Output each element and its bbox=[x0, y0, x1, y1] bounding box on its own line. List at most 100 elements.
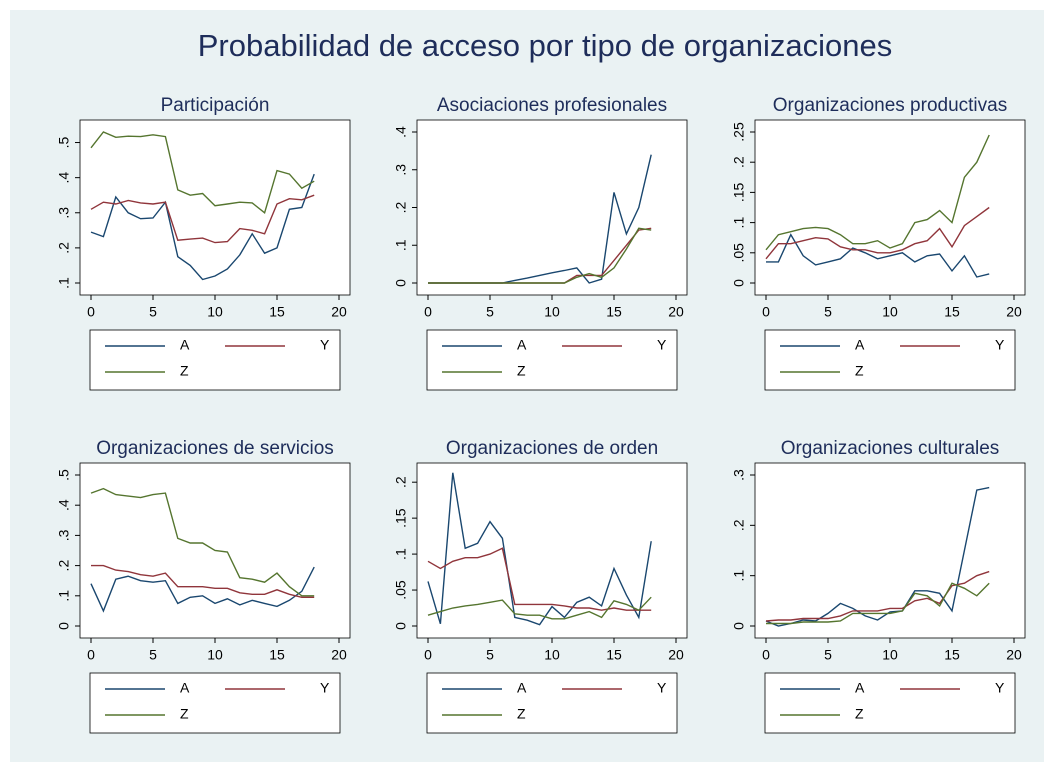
x-tick-label: 20 bbox=[668, 304, 684, 320]
x-tick-label: 0 bbox=[87, 647, 95, 663]
legend bbox=[426, 329, 678, 391]
x-tick-label: 0 bbox=[87, 304, 95, 320]
legend-label: A bbox=[180, 337, 190, 353]
legend-label: A bbox=[180, 680, 190, 696]
x-tick-label: 5 bbox=[824, 304, 832, 320]
series-line bbox=[90, 194, 315, 244]
y-tick-label: .1 bbox=[56, 277, 72, 289]
y-tick-label: 0 bbox=[393, 622, 409, 630]
x-tick-label: 15 bbox=[269, 304, 285, 320]
panel-title: Organizaciones productivas bbox=[773, 95, 1007, 116]
x-tick-label: 5 bbox=[149, 647, 157, 663]
y-tick-label: .15 bbox=[731, 182, 747, 202]
x-tick-label: 15 bbox=[944, 647, 960, 663]
y-tick-label: .4 bbox=[56, 499, 72, 511]
series-line bbox=[428, 227, 652, 284]
series-line bbox=[765, 570, 990, 622]
plot-area bbox=[754, 119, 1026, 296]
legend-label: Y bbox=[657, 337, 667, 353]
y-tick-label: .3 bbox=[393, 164, 409, 176]
y-tick-label: .1 bbox=[393, 239, 409, 251]
legend-label: A bbox=[517, 337, 527, 353]
y-tick-label: .2 bbox=[731, 519, 747, 531]
series-line bbox=[427, 596, 652, 620]
x-tick-label: 20 bbox=[1006, 304, 1022, 320]
y-tick-label: 0 bbox=[731, 279, 747, 287]
x-tick-label: 5 bbox=[486, 304, 494, 320]
y-tick-label: .2 bbox=[56, 560, 72, 572]
y-tick-label: .1 bbox=[731, 217, 747, 229]
panel-title: Organizaciones culturales bbox=[781, 438, 1000, 459]
y-tick-label: .4 bbox=[393, 126, 409, 138]
series-line bbox=[90, 131, 315, 214]
legend-label: Z bbox=[855, 363, 864, 379]
y-tick-label: .05 bbox=[731, 243, 747, 263]
y-tick-label: .3 bbox=[731, 469, 747, 481]
x-tick-label: 0 bbox=[424, 647, 432, 663]
y-tick-label: .1 bbox=[56, 590, 72, 602]
legend-label: Y bbox=[995, 337, 1005, 353]
x-tick-label: 10 bbox=[544, 304, 560, 320]
legend-label: Z bbox=[855, 706, 864, 722]
y-tick-label: .3 bbox=[56, 529, 72, 541]
y-tick-label: .5 bbox=[56, 136, 72, 148]
series-line bbox=[427, 547, 652, 611]
plot-area bbox=[79, 462, 351, 639]
y-tick-label: .1 bbox=[731, 570, 747, 582]
plot-area bbox=[416, 462, 688, 639]
y-tick-label: 0 bbox=[731, 622, 747, 630]
y-tick-label: .1 bbox=[393, 548, 409, 560]
x-tick-label: 0 bbox=[424, 304, 432, 320]
x-tick-label: 5 bbox=[149, 304, 157, 320]
series-line bbox=[90, 487, 315, 597]
y-tick-label: .05 bbox=[393, 580, 409, 600]
x-tick-label: 10 bbox=[882, 647, 898, 663]
y-tick-label: 0 bbox=[56, 622, 72, 630]
y-tick-label: .4 bbox=[56, 172, 72, 184]
legend bbox=[89, 672, 341, 734]
legend bbox=[764, 672, 1016, 734]
y-tick-label: .15 bbox=[393, 508, 409, 528]
y-tick-label: .2 bbox=[731, 156, 747, 168]
x-tick-label: 20 bbox=[668, 647, 684, 663]
panel-title: Organizaciones de orden bbox=[446, 438, 658, 459]
chart-title: Probabilidad de acceso por tipo de organ… bbox=[198, 28, 893, 63]
x-tick-label: 0 bbox=[762, 647, 770, 663]
legend-label: Y bbox=[657, 680, 667, 696]
x-tick-label: 0 bbox=[762, 304, 770, 320]
series-line bbox=[90, 173, 315, 281]
series-line bbox=[766, 233, 990, 278]
series-line bbox=[765, 134, 990, 251]
x-tick-label: 15 bbox=[606, 304, 622, 320]
series-line bbox=[765, 486, 990, 627]
x-tick-label: 5 bbox=[486, 647, 494, 663]
legend-label: Y bbox=[320, 337, 330, 353]
x-tick-label: 10 bbox=[544, 647, 560, 663]
series-line bbox=[427, 472, 652, 626]
x-tick-label: 15 bbox=[606, 647, 622, 663]
legend-label: Z bbox=[180, 706, 189, 722]
x-tick-label: 15 bbox=[269, 647, 285, 663]
x-tick-label: 15 bbox=[944, 304, 960, 320]
legend bbox=[764, 329, 1016, 391]
plot-area bbox=[416, 119, 688, 296]
y-tick-label: .3 bbox=[56, 207, 72, 219]
series-line bbox=[91, 564, 315, 598]
legend bbox=[89, 329, 341, 391]
legend-label: A bbox=[855, 680, 865, 696]
y-tick-label: .5 bbox=[56, 469, 72, 481]
legend-label: Y bbox=[320, 680, 330, 696]
legend-label: Z bbox=[180, 363, 189, 379]
x-tick-label: 10 bbox=[207, 304, 223, 320]
panel-title: Participación bbox=[161, 95, 270, 116]
y-tick-label: .2 bbox=[393, 476, 409, 488]
legend-label: Z bbox=[517, 363, 526, 379]
series-line bbox=[765, 206, 990, 260]
legend-label: Y bbox=[995, 680, 1005, 696]
series-line bbox=[90, 566, 315, 613]
y-tick-label: .2 bbox=[56, 242, 72, 254]
x-tick-label: 20 bbox=[1006, 647, 1022, 663]
y-tick-label: .2 bbox=[393, 201, 409, 213]
